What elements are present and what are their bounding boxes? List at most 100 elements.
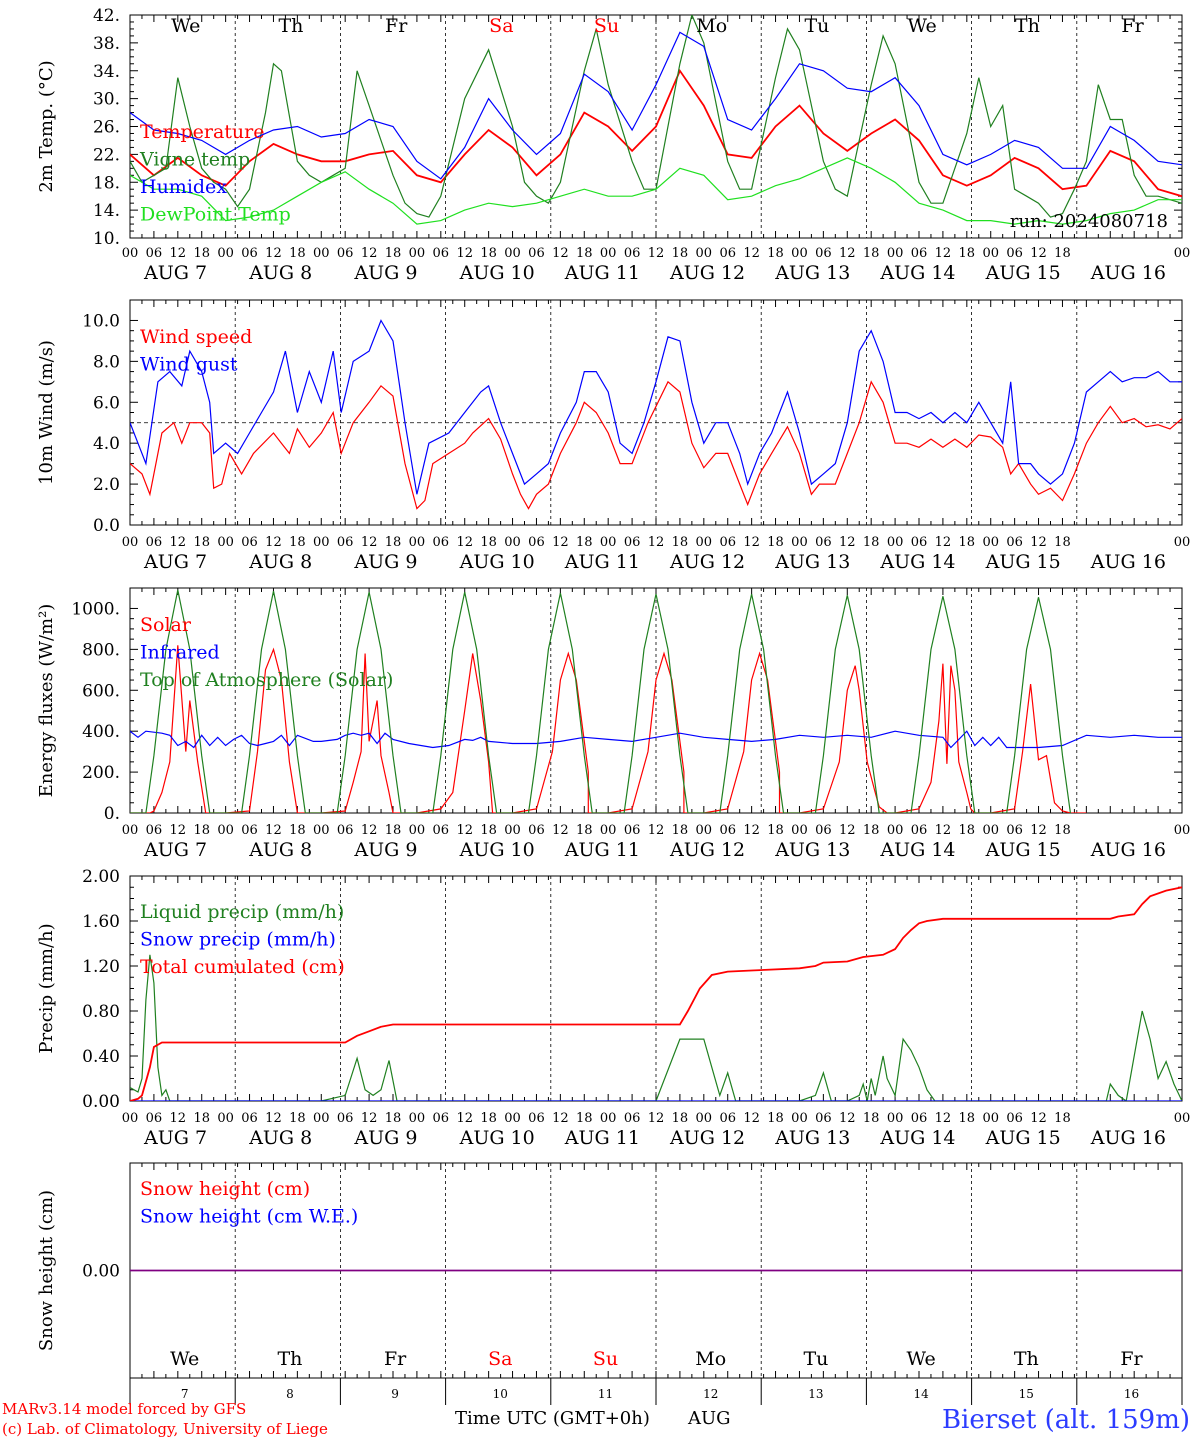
y-tick-label: 30. — [93, 90, 120, 110]
date-label: AUG 15 — [985, 1127, 1061, 1149]
date-label: AUG 15 — [985, 839, 1061, 861]
hour-tick-label: 18 — [480, 535, 497, 550]
hour-tick-label: 06 — [1006, 823, 1023, 838]
hour-tick-label: 18 — [767, 823, 784, 838]
date-label: AUG 12 — [669, 262, 745, 284]
series-line-dewpoint-temp — [130, 157, 1182, 225]
hour-tick-label: 12 — [1030, 1111, 1047, 1126]
hour-tick-label: 06 — [146, 535, 163, 550]
hour-tick-label: 06 — [624, 1111, 641, 1126]
hour-tick-label: 18 — [385, 1111, 402, 1126]
hour-tick-label: 06 — [433, 823, 450, 838]
legend-entry: Snow height (cm) — [140, 1178, 310, 1200]
y-tick-label: 18. — [93, 173, 120, 193]
date-label: AUG 10 — [459, 839, 535, 861]
y-tick-label: 6.0 — [93, 393, 120, 413]
day-number: 12 — [703, 1387, 718, 1401]
hour-tick-label: 18 — [480, 246, 497, 261]
day-name: Fr — [384, 1348, 407, 1370]
date-label: AUG 16 — [1090, 1127, 1166, 1149]
day-name: Sa — [489, 15, 513, 37]
hour-tick-label: 18 — [193, 535, 210, 550]
hour-tick-label: 18 — [289, 246, 306, 261]
hour-tick-label: 12 — [935, 823, 952, 838]
legend-entry: Liquid precip (mm/h) — [140, 901, 344, 923]
hour-tick-label: 18 — [385, 823, 402, 838]
y-tick-label: 0. — [104, 804, 120, 824]
plot-frame — [129, 299, 1183, 526]
hour-tick-label: 18 — [193, 1111, 210, 1126]
hour-tick-label: 12 — [743, 1111, 760, 1126]
hour-tick-label: 12 — [170, 535, 187, 550]
series-line-solar — [130, 645, 1087, 813]
hour-tick-label: 06 — [337, 1111, 354, 1126]
hour-tick-label: 18 — [289, 1111, 306, 1126]
y-tick-label: 2.00 — [82, 867, 120, 887]
hour-tick-label: 12 — [648, 1111, 665, 1126]
hour-tick-label: 00 — [1174, 1111, 1191, 1126]
day-name: Tu — [804, 15, 829, 37]
hour-tick-label: 18 — [193, 823, 210, 838]
hour-tick-label: 18 — [959, 246, 976, 261]
date-label: AUG 13 — [774, 1127, 850, 1149]
date-label: AUG 14 — [879, 551, 955, 573]
hour-tick-label: 06 — [433, 246, 450, 261]
hour-tick-label: 06 — [815, 246, 832, 261]
y-axis-label: Snow height (cm) — [36, 1190, 57, 1351]
hour-tick-label: 12 — [170, 1111, 187, 1126]
hour-tick-label: 12 — [456, 1111, 473, 1126]
day-name: Su — [594, 15, 619, 37]
date-label: AUG 8 — [248, 551, 312, 573]
y-tick-label: 0.00 — [82, 1262, 120, 1282]
hour-tick-label: 12 — [552, 1111, 569, 1126]
day-number: 9 — [391, 1387, 399, 1401]
legend-entry: Wind speed — [140, 326, 252, 348]
hour-tick-label: 12 — [265, 535, 282, 550]
hour-tick-label: 00 — [122, 246, 139, 261]
hour-tick-label: 06 — [719, 246, 736, 261]
hour-tick-label: 18 — [1054, 246, 1071, 261]
date-label: AUG 13 — [774, 839, 850, 861]
hour-tick-label: 06 — [1006, 246, 1023, 261]
hour-tick-label: 00 — [791, 246, 808, 261]
chart-panel-1: 10. 14. 18. 22. 26. 30. 34. 38. 42. 2m Temp. (°C)… — [36, 6, 1190, 284]
hour-tick-label: 06 — [719, 535, 736, 550]
hour-tick-label: 06 — [241, 246, 258, 261]
date-label: AUG 7 — [143, 1127, 207, 1149]
hour-tick-label: 00 — [1174, 246, 1191, 261]
hour-tick-label: 06 — [1006, 1111, 1023, 1126]
y-tick-label: 200. — [82, 763, 120, 783]
day-name: We — [908, 15, 937, 37]
day-number: 15 — [1019, 1387, 1034, 1401]
y-tick-label: 10.0 — [82, 311, 120, 331]
y-axis-label: Energy fluxes (W/m²) — [36, 604, 57, 798]
hour-tick-label: 00 — [313, 246, 330, 261]
station-label: Bierset (alt. 159m) — [942, 1405, 1190, 1435]
date-label: AUG 10 — [459, 262, 535, 284]
day-name: Mo — [695, 1348, 726, 1370]
model-credit: MARv3.14 model forced by GFS — [2, 1400, 246, 1418]
hour-tick-label: 06 — [433, 1111, 450, 1126]
hour-tick-label: 12 — [1030, 535, 1047, 550]
day-name: Fr — [385, 15, 408, 37]
hour-tick-label: 06 — [911, 823, 928, 838]
hour-tick-label: 00 — [600, 823, 617, 838]
day-number: 16 — [1124, 1387, 1139, 1401]
hour-tick-label: 00 — [696, 1111, 713, 1126]
y-tick-label: 38. — [93, 34, 120, 54]
day-name: Mo — [696, 15, 727, 37]
legend-entry: Wind gust — [140, 354, 238, 376]
hour-tick-label: 06 — [146, 1111, 163, 1126]
hour-tick-label: 12 — [743, 823, 760, 838]
day-name: Fr — [1121, 15, 1144, 37]
hour-tick-label: 00 — [1174, 823, 1191, 838]
day-name: Th — [278, 15, 303, 37]
hour-tick-label: 06 — [241, 823, 258, 838]
hour-tick-label: 00 — [504, 1111, 521, 1126]
hour-tick-label: 00 — [600, 535, 617, 550]
hour-tick-label: 18 — [193, 246, 210, 261]
y-tick-label: 800. — [82, 640, 120, 660]
hour-tick-label: 00 — [982, 535, 999, 550]
hour-tick-label: 00 — [504, 535, 521, 550]
date-label: AUG 11 — [564, 262, 640, 284]
